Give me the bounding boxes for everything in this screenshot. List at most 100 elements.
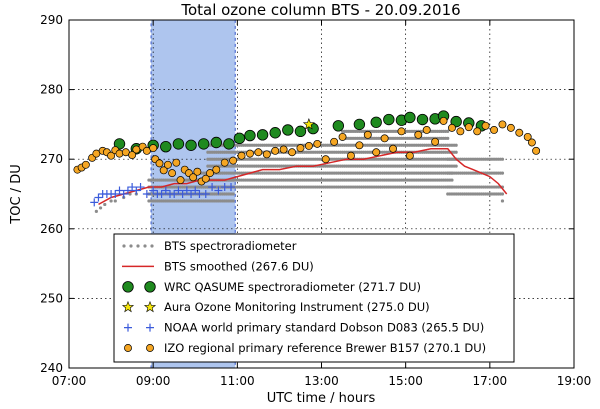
bts-point bbox=[454, 164, 458, 168]
data-point bbox=[353, 118, 366, 131]
legend-swatch bbox=[146, 344, 154, 352]
data-point bbox=[81, 160, 90, 169]
legend-swatch bbox=[143, 244, 147, 248]
legend-box bbox=[113, 233, 515, 363]
legend-swatch bbox=[122, 281, 134, 293]
data-point bbox=[473, 127, 482, 136]
x-tick-label: 09:00 bbox=[136, 374, 171, 388]
legend-swatch bbox=[122, 244, 126, 248]
data-point bbox=[282, 124, 294, 136]
data-point bbox=[149, 144, 158, 153]
data-point bbox=[136, 183, 145, 192]
data-point bbox=[256, 129, 269, 141]
legend-swatch bbox=[124, 344, 132, 352]
data-point bbox=[220, 158, 229, 167]
data-point bbox=[294, 125, 307, 138]
data-point bbox=[279, 145, 288, 154]
data-point bbox=[103, 202, 107, 207]
legend-entry: BTS spectroradiometer bbox=[122, 239, 297, 253]
data-point bbox=[210, 136, 222, 149]
legend-swatch bbox=[144, 281, 156, 293]
data-point bbox=[302, 118, 315, 130]
x-tick-label: 15:00 bbox=[388, 374, 423, 388]
data-point bbox=[176, 176, 185, 185]
data-point bbox=[370, 116, 382, 129]
data-point bbox=[288, 148, 296, 157]
data-point bbox=[233, 132, 246, 145]
data-point bbox=[448, 123, 456, 132]
legend-entry: BTS smoothed (267.6 DU) bbox=[122, 259, 314, 273]
data-point bbox=[109, 199, 113, 203]
data-point bbox=[113, 199, 117, 203]
data-point bbox=[237, 151, 246, 160]
data-point bbox=[157, 190, 166, 198]
data-point bbox=[347, 151, 355, 160]
data-point bbox=[500, 199, 505, 203]
series-3 bbox=[302, 118, 315, 130]
data-point bbox=[212, 165, 221, 174]
bts-point bbox=[446, 136, 450, 140]
data-point bbox=[404, 111, 416, 124]
chart-title: Total ozone column BTS - 20.09.2016 bbox=[180, 1, 460, 19]
data-point bbox=[161, 186, 170, 195]
data-point bbox=[527, 138, 536, 147]
data-point bbox=[155, 159, 164, 168]
data-point bbox=[90, 198, 99, 207]
x-axis-label: UTC time / hours bbox=[267, 391, 376, 406]
y-tick-label: 240 bbox=[40, 361, 63, 375]
data-point bbox=[160, 140, 172, 153]
legend-swatch bbox=[143, 300, 157, 313]
series-2 bbox=[113, 110, 488, 155]
legend-entry: NOAA world primary standard Dobson D083 … bbox=[124, 321, 484, 335]
data-point bbox=[321, 155, 330, 164]
bts-point bbox=[500, 192, 505, 196]
data-point bbox=[191, 186, 200, 195]
legend-label: BTS smoothed (267.6 DU) bbox=[164, 259, 314, 273]
data-point bbox=[182, 186, 191, 195]
data-point bbox=[380, 134, 389, 143]
data-point bbox=[422, 126, 431, 134]
data-point bbox=[304, 142, 313, 150]
data-point bbox=[481, 121, 490, 130]
data-point bbox=[439, 116, 448, 125]
data-point bbox=[142, 190, 151, 198]
data-point bbox=[214, 186, 223, 195]
data-point bbox=[431, 137, 440, 146]
data-point bbox=[332, 120, 345, 132]
data-point bbox=[456, 127, 465, 136]
legend-label: WRC QASUME spectroradiometer (271.7 DU) bbox=[164, 280, 421, 294]
data-point bbox=[523, 132, 532, 141]
legend-label: Aura Ozone Monitoring Instrument (275.0 … bbox=[164, 300, 430, 314]
x-tick-label: 17:00 bbox=[473, 374, 508, 388]
legend-swatch bbox=[129, 244, 133, 248]
data-point bbox=[201, 174, 210, 183]
y-axis-label: TOC / DU bbox=[9, 164, 24, 224]
legend-swatch bbox=[124, 323, 132, 332]
y-tick-label: 250 bbox=[40, 291, 63, 305]
smoothed-line bbox=[98, 148, 508, 206]
x-tick-label: 13:00 bbox=[304, 374, 339, 388]
data-point bbox=[229, 156, 238, 165]
data-point bbox=[159, 166, 168, 175]
data-point bbox=[107, 151, 116, 160]
bts-point bbox=[500, 157, 505, 161]
series-1 bbox=[98, 148, 508, 206]
data-point bbox=[414, 130, 423, 139]
data-point bbox=[132, 186, 141, 195]
data-point bbox=[98, 206, 103, 210]
data-point bbox=[123, 186, 132, 195]
data-point bbox=[187, 190, 196, 198]
data-point bbox=[330, 137, 339, 146]
y-tick-label: 260 bbox=[40, 222, 63, 236]
data-point bbox=[178, 190, 187, 198]
bts-point bbox=[450, 178, 454, 182]
bts-point bbox=[231, 199, 235, 203]
data-point bbox=[464, 123, 473, 132]
data-point bbox=[383, 113, 395, 126]
data-point bbox=[172, 138, 185, 150]
x-tick-label: 11:00 bbox=[220, 374, 255, 388]
legend-entry: WRC QASUME spectroradiometer (271.7 DU) bbox=[122, 280, 421, 294]
data-point bbox=[416, 113, 429, 126]
x-tick-label: 07:00 bbox=[52, 374, 87, 388]
data-point bbox=[94, 209, 98, 213]
